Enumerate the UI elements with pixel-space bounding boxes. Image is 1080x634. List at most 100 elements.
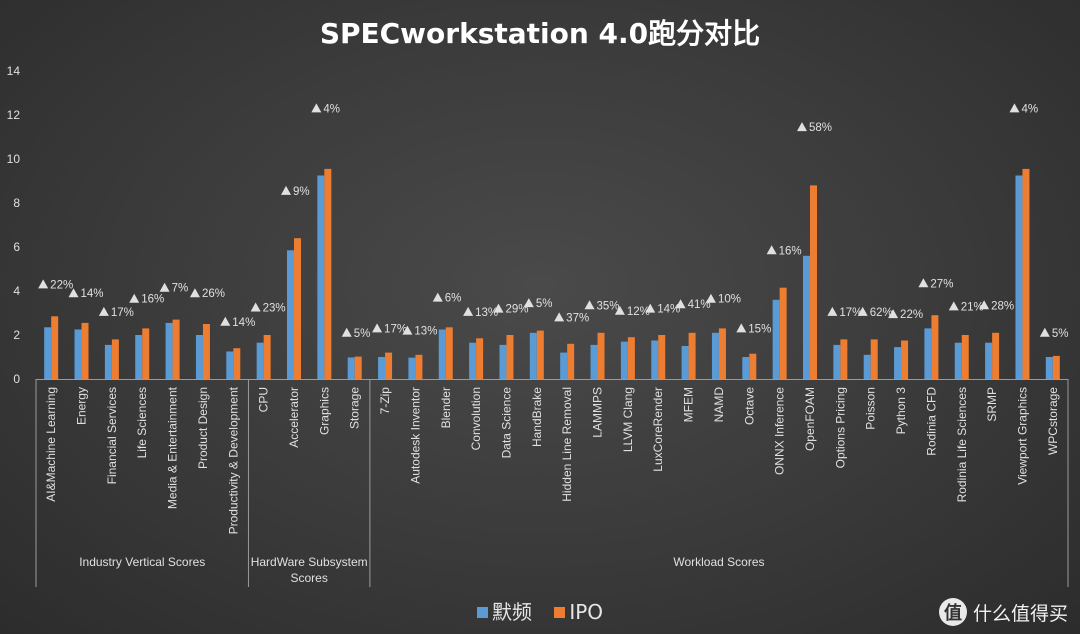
legend-swatch-ipo xyxy=(554,607,566,618)
bar-default xyxy=(226,351,234,379)
annotation-label: 28% xyxy=(991,300,1014,312)
x-tick-label: Data Science xyxy=(499,387,513,459)
bar-ipo xyxy=(172,319,180,379)
triangle-up-icon xyxy=(614,305,625,315)
x-tick-label: SRMP xyxy=(985,387,999,422)
annotation-label: 26% xyxy=(202,288,225,300)
triangle-up-icon xyxy=(675,299,686,309)
annotation-label: 4% xyxy=(1021,103,1038,115)
watermark-logo-icon: 值 xyxy=(938,598,967,626)
triangle-up-icon xyxy=(554,312,565,322)
x-tick-label: Life Sciences xyxy=(135,387,149,458)
triangle-up-icon xyxy=(948,301,959,311)
annotation-label: 14% xyxy=(81,288,104,300)
bar-default xyxy=(347,357,355,379)
triangle-up-icon xyxy=(857,306,868,316)
bar-ipo xyxy=(658,335,666,379)
bar-ipo xyxy=(931,315,939,379)
bar-default xyxy=(742,357,750,379)
bar-default xyxy=(803,255,810,379)
triangle-up-icon xyxy=(189,288,200,298)
bar-ipo xyxy=(81,322,89,379)
bar-default xyxy=(711,332,719,379)
bar-default xyxy=(44,327,52,379)
triangle-up-icon xyxy=(888,309,899,319)
bar-ipo xyxy=(992,332,1000,379)
legend: 默频 IPO xyxy=(0,596,1080,625)
bar-ipo xyxy=(688,332,696,379)
bar-ipo xyxy=(840,339,848,379)
annotation-label: 14% xyxy=(657,304,680,316)
x-tick-label: OpenFOAM xyxy=(803,387,817,451)
bar-ipo xyxy=(749,353,757,379)
triangle-up-icon xyxy=(1039,327,1050,337)
x-tick-label: WPCstorage xyxy=(1046,387,1060,455)
bar-default xyxy=(165,322,173,379)
x-tick-label: Blender xyxy=(439,387,453,428)
triangle-up-icon xyxy=(523,298,534,308)
triangle-up-icon xyxy=(432,292,443,302)
triangle-up-icon xyxy=(918,278,929,288)
y-tick-label: 10 xyxy=(7,152,21,166)
x-tick-label: ONNX Inference xyxy=(773,387,787,475)
bar-ipo xyxy=(476,338,484,379)
y-tick-label: 6 xyxy=(13,240,20,254)
x-tick-label: Financial Services xyxy=(105,387,119,484)
bar-default xyxy=(256,342,264,379)
x-tick-label: CPU xyxy=(257,387,271,412)
bar-default xyxy=(681,346,689,379)
x-tick-label: NAMD xyxy=(712,387,726,423)
annotation-label: 58% xyxy=(809,122,832,134)
annotation-label: 62% xyxy=(870,307,893,319)
annotation-label: 23% xyxy=(263,303,286,315)
bar-default xyxy=(529,332,537,379)
bar-ipo xyxy=(810,185,817,379)
x-tick-label: Octave xyxy=(742,387,756,425)
annotation-label: 7% xyxy=(172,283,189,295)
annotation-label: 37% xyxy=(566,312,589,324)
x-tick-label: Graphics xyxy=(317,387,331,435)
triangle-up-icon xyxy=(341,327,352,337)
bar-ipo xyxy=(445,327,453,379)
triangle-up-icon xyxy=(402,325,413,335)
triangle-up-icon xyxy=(372,323,383,333)
annotation-label: 29% xyxy=(505,304,528,316)
x-tick-label: Poisson xyxy=(864,387,878,430)
bar-ipo xyxy=(51,316,59,379)
bar-ipo xyxy=(263,335,271,379)
bar-ipo xyxy=(324,168,332,379)
bar-default xyxy=(135,335,143,379)
triangle-up-icon xyxy=(98,306,109,316)
annotation-label: 9% xyxy=(293,186,310,198)
annotation-label: 14% xyxy=(232,317,255,329)
x-tick-label: Rodinia CFD xyxy=(924,387,938,456)
legend-label-ipo: IPO xyxy=(569,600,604,624)
bar-default xyxy=(438,329,446,379)
triangle-up-icon xyxy=(281,185,291,195)
legend-label-default: 默频 xyxy=(491,600,532,624)
triangle-up-icon xyxy=(220,316,231,326)
x-tick-label: Energy xyxy=(75,387,89,425)
bar-ipo xyxy=(961,335,969,379)
annotation-label: 22% xyxy=(50,279,73,291)
x-tick-label: Autodesk Inventor xyxy=(408,387,422,484)
annotation-label: 27% xyxy=(930,278,953,290)
bar-ipo xyxy=(597,332,605,379)
triangle-up-icon xyxy=(159,282,170,292)
triangle-up-icon xyxy=(463,306,474,316)
bar-default xyxy=(469,342,477,379)
triangle-up-icon xyxy=(38,279,49,289)
bar-ipo xyxy=(111,339,119,379)
bar-ipo xyxy=(779,287,787,379)
y-tick-label: 12 xyxy=(7,108,21,122)
annotation-label: 16% xyxy=(141,294,164,306)
annotation-label: 6% xyxy=(445,293,462,305)
bar-ipo xyxy=(627,337,635,379)
y-tick-label: 14 xyxy=(7,64,21,78)
triangle-up-icon xyxy=(250,302,261,312)
bar-default xyxy=(499,344,507,379)
x-tick-label: Rodinia Life Sciences xyxy=(955,387,969,502)
x-tick-label: AI&Machine Learning xyxy=(44,387,58,502)
triangle-up-icon xyxy=(493,303,504,313)
x-tick-label: Productivity & Development xyxy=(226,386,240,534)
